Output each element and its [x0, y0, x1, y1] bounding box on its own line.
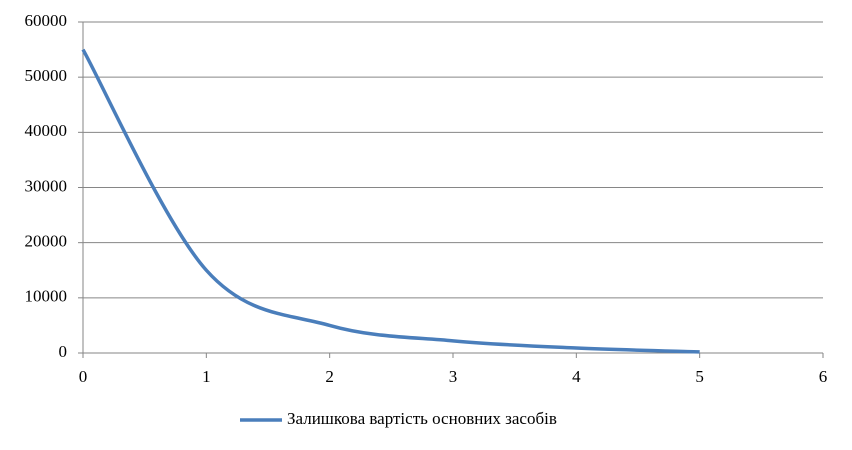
series-line [81, 48, 700, 354]
y-tick-label: 30000 [25, 176, 68, 195]
x-tick-label: 6 [819, 367, 828, 386]
y-tick-label: 10000 [25, 287, 68, 306]
y-tick-label: 40000 [25, 121, 68, 140]
x-tick-label: 1 [202, 367, 211, 386]
y-tick-label: 0 [59, 342, 68, 361]
x-tick-label: 4 [572, 367, 581, 386]
x-tick-label: 3 [449, 367, 458, 386]
y-tick-label: 20000 [25, 232, 68, 251]
x-tick-label: 5 [695, 367, 704, 386]
y-tick-label: 60000 [25, 11, 68, 30]
x-tick-label: 2 [325, 367, 334, 386]
x-tick-label: 0 [79, 367, 88, 386]
y-tick-label: 50000 [25, 66, 68, 85]
legend-label: Залишкова вартість основних засобів [287, 409, 557, 428]
